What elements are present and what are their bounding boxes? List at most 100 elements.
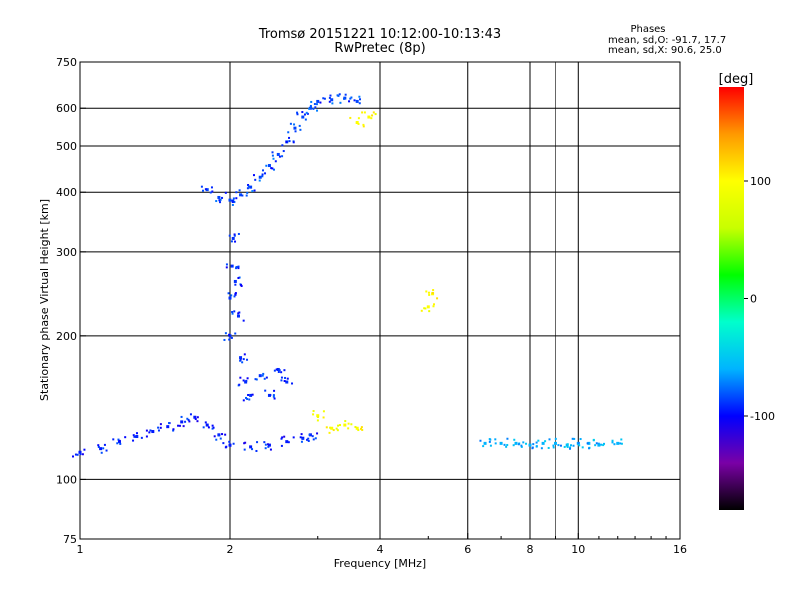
echo-marker bbox=[420, 309, 423, 312]
data-point bbox=[217, 195, 221, 199]
data-point bbox=[205, 188, 209, 192]
echo-marker bbox=[274, 160, 277, 163]
colorbar bbox=[719, 87, 744, 510]
echo-marker bbox=[600, 443, 603, 446]
echo-marker bbox=[592, 438, 595, 441]
echo-marker bbox=[210, 186, 213, 189]
echo-marker bbox=[135, 432, 138, 435]
echo-marker bbox=[488, 440, 491, 443]
echo-marker bbox=[74, 453, 77, 456]
echo-marker bbox=[246, 397, 249, 400]
echo-marker bbox=[97, 444, 100, 447]
echo-marker bbox=[436, 297, 439, 300]
echo-marker bbox=[281, 155, 284, 158]
grid-layer bbox=[80, 62, 680, 539]
echo-marker bbox=[552, 444, 555, 447]
echo-marker bbox=[231, 203, 234, 206]
data-point bbox=[528, 443, 532, 447]
echo-marker bbox=[517, 443, 520, 446]
echo-marker bbox=[310, 106, 313, 109]
echo-marker bbox=[184, 420, 187, 423]
echo-marker bbox=[273, 168, 276, 171]
echo-marker bbox=[372, 111, 375, 114]
echo-marker bbox=[328, 96, 331, 99]
echo-marker bbox=[329, 94, 332, 97]
echo-marker bbox=[228, 333, 231, 336]
echo-marker bbox=[535, 445, 538, 448]
echo-marker bbox=[168, 422, 171, 425]
data-point bbox=[293, 126, 297, 130]
echo-marker bbox=[172, 428, 175, 431]
echo-marker bbox=[275, 368, 278, 371]
echo-marker bbox=[272, 395, 275, 398]
echo-marker bbox=[432, 305, 435, 308]
data-point bbox=[239, 356, 243, 360]
chart-title: Tromsø 20151221 10:12:00-10:13:43 bbox=[258, 27, 501, 42]
echo-marker bbox=[219, 201, 222, 204]
data-point bbox=[367, 115, 371, 119]
echo-marker bbox=[611, 439, 614, 442]
echo-marker bbox=[234, 292, 237, 295]
echo-marker bbox=[350, 96, 353, 99]
echo-marker bbox=[240, 285, 243, 288]
echo-marker bbox=[119, 442, 122, 445]
echo-marker bbox=[489, 438, 492, 441]
echo-marker bbox=[244, 441, 247, 444]
echo-marker bbox=[547, 446, 550, 449]
colorbar-tick-label: 0 bbox=[750, 293, 757, 306]
echo-marker bbox=[431, 291, 434, 294]
echo-marker bbox=[314, 106, 317, 109]
echo-marker bbox=[292, 436, 295, 439]
x-tick-label: 16 bbox=[673, 543, 687, 556]
echo-marker bbox=[201, 189, 204, 192]
echo-marker bbox=[241, 194, 244, 197]
echo-marker bbox=[349, 116, 352, 119]
echo-marker bbox=[102, 447, 105, 450]
echo-marker bbox=[204, 188, 207, 191]
echo-marker bbox=[370, 117, 373, 120]
echo-marker bbox=[278, 369, 281, 372]
echo-marker bbox=[254, 378, 257, 381]
echo-marker bbox=[620, 438, 623, 441]
echo-marker bbox=[300, 440, 303, 443]
echo-marker bbox=[348, 100, 351, 103]
echo-marker bbox=[579, 438, 582, 441]
echo-marker bbox=[225, 266, 228, 269]
echo-marker bbox=[270, 167, 273, 170]
echo-marker bbox=[424, 307, 427, 310]
echo-marker bbox=[238, 311, 241, 314]
echo-marker bbox=[215, 200, 218, 203]
echo-marker bbox=[360, 426, 363, 429]
echo-marker bbox=[261, 175, 264, 178]
echo-marker bbox=[308, 433, 311, 436]
echo-marker bbox=[83, 448, 86, 451]
echo-marker bbox=[242, 399, 245, 402]
echo-marker bbox=[433, 303, 436, 306]
echo-marker bbox=[231, 312, 234, 315]
echo-marker bbox=[124, 436, 127, 439]
data-point bbox=[499, 441, 503, 445]
data-point bbox=[166, 425, 170, 429]
echo-marker bbox=[357, 122, 360, 125]
echo-marker bbox=[520, 444, 523, 447]
echo-marker bbox=[362, 123, 365, 126]
data-point bbox=[249, 393, 253, 397]
echo-marker bbox=[269, 448, 272, 451]
data-point bbox=[205, 423, 209, 427]
echo-marker bbox=[316, 109, 319, 112]
echo-marker bbox=[258, 179, 261, 182]
echo-marker bbox=[224, 332, 227, 335]
echo-marker bbox=[361, 111, 364, 114]
echo-marker bbox=[278, 155, 281, 158]
echo-marker bbox=[211, 190, 214, 193]
echo-marker bbox=[428, 310, 431, 313]
echo-marker bbox=[263, 377, 266, 380]
echo-marker bbox=[357, 429, 360, 432]
echo-marker bbox=[323, 97, 326, 100]
echo-marker bbox=[354, 426, 357, 429]
echo-marker bbox=[239, 359, 242, 362]
echo-marker bbox=[255, 378, 258, 381]
data-point bbox=[330, 426, 334, 430]
echo-marker bbox=[238, 383, 241, 386]
echo-marker bbox=[79, 453, 82, 456]
